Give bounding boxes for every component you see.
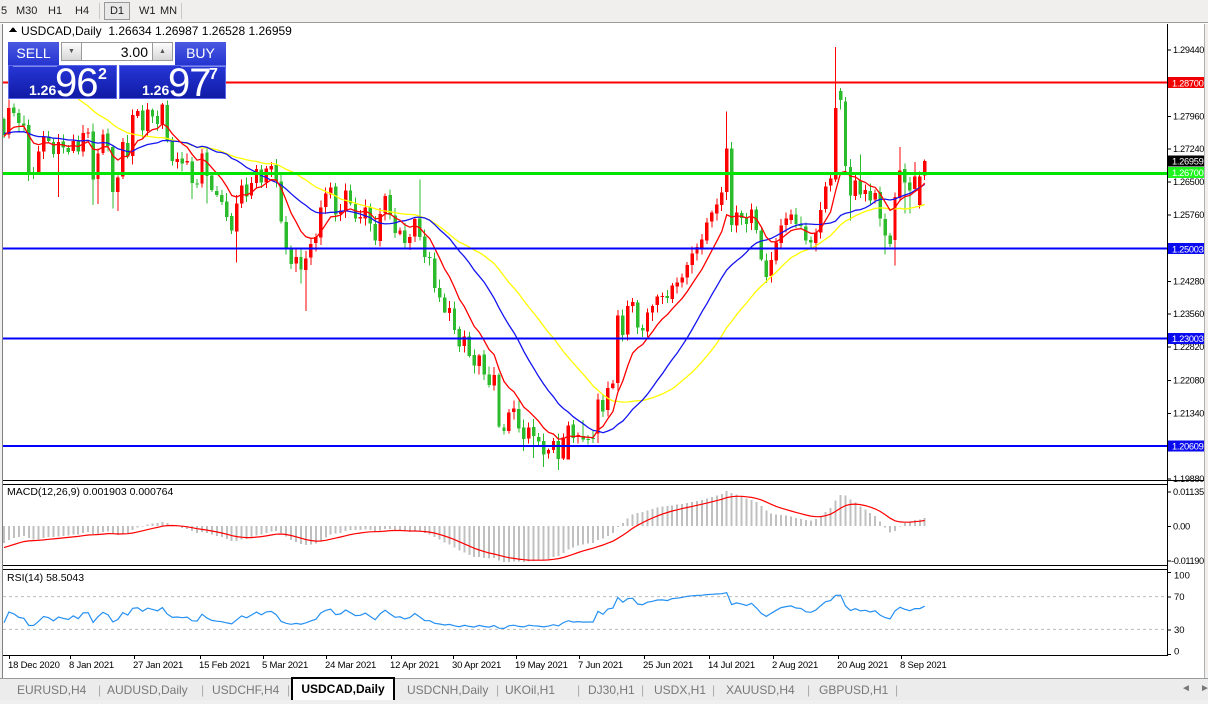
svg-text:1.26500: 1.26500: [1173, 177, 1204, 187]
svg-text:12 Apr 2021: 12 Apr 2021: [390, 660, 439, 671]
svg-text:14 Jul 2021: 14 Jul 2021: [708, 660, 755, 671]
svg-text:24 Mar 2021: 24 Mar 2021: [325, 660, 376, 671]
svg-text:1.26959: 1.26959: [1172, 157, 1204, 167]
svg-text:RSI(14) 58.5043: RSI(14) 58.5043: [7, 572, 84, 584]
svg-text:1.24280: 1.24280: [1173, 277, 1204, 287]
svg-text:1.26700: 1.26700: [1172, 168, 1204, 178]
svg-text:1.25003: 1.25003: [1172, 244, 1204, 254]
svg-text:USDCAD,Daily 1.26634 1.26987: USDCAD,Daily 1.26634 1.26987 1.26528 1.2…: [21, 24, 292, 38]
svg-text:1.27960: 1.27960: [1173, 111, 1204, 121]
svg-text:1.19880: 1.19880: [1173, 474, 1204, 484]
svg-text:1.22080: 1.22080: [1173, 376, 1204, 386]
svg-text:15 Feb 2021: 15 Feb 2021: [199, 660, 250, 671]
svg-text:1.27240: 1.27240: [1173, 144, 1204, 154]
svg-text:1.29440: 1.29440: [1173, 45, 1204, 55]
svg-text:1.20609: 1.20609: [1172, 442, 1204, 452]
svg-text:0.00: 0.00: [1173, 522, 1190, 532]
svg-text:8 Sep 2021: 8 Sep 2021: [900, 660, 947, 671]
svg-text:1.25760: 1.25760: [1173, 210, 1204, 220]
svg-text:30: 30: [1174, 625, 1185, 636]
svg-text:100: 100: [1174, 571, 1190, 582]
svg-text:18 Dec 2020: 18 Dec 2020: [8, 660, 60, 671]
svg-text:8 Jan 2021: 8 Jan 2021: [69, 660, 114, 671]
svg-text:0: 0: [1174, 647, 1179, 658]
svg-text:70: 70: [1174, 592, 1185, 603]
svg-text:5 Mar 2021: 5 Mar 2021: [262, 660, 308, 671]
svg-text:0.01135: 0.01135: [1173, 487, 1204, 497]
svg-text:1.23560: 1.23560: [1173, 309, 1204, 319]
svg-text:MACD(12,26,9) 0.001903 0.00076: MACD(12,26,9) 0.001903 0.000764: [7, 486, 174, 498]
svg-text:19 May 2021: 19 May 2021: [515, 660, 568, 671]
svg-text:-0.01190: -0.01190: [1171, 556, 1204, 566]
svg-text:1.23003: 1.23003: [1172, 334, 1204, 344]
svg-text:1.21340: 1.21340: [1173, 409, 1204, 419]
svg-text:27 Jan 2021: 27 Jan 2021: [133, 660, 183, 671]
svg-text:25 Jun 2021: 25 Jun 2021: [643, 660, 693, 671]
svg-text:7 Jun 2021: 7 Jun 2021: [578, 660, 623, 671]
svg-text:1.22820: 1.22820: [1173, 342, 1204, 352]
svg-text:30 Apr 2021: 30 Apr 2021: [452, 660, 501, 671]
svg-text:1.28700: 1.28700: [1172, 78, 1204, 88]
svg-text:20 Aug 2021: 20 Aug 2021: [837, 660, 888, 671]
svg-text:2 Aug 2021: 2 Aug 2021: [772, 660, 818, 671]
